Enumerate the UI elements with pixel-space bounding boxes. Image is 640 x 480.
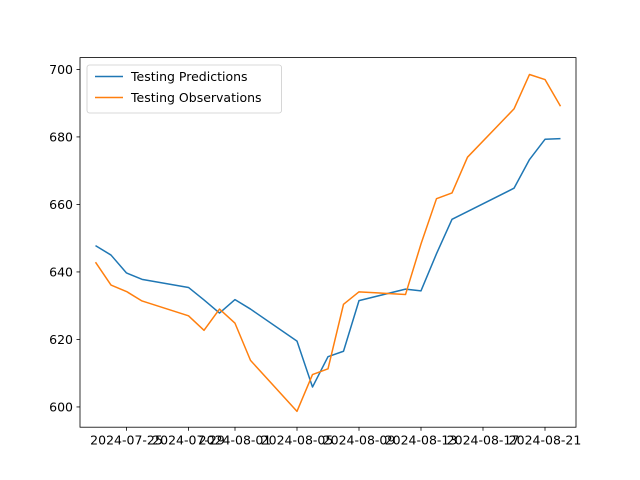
x-tick-label: 2024-08-17 [447, 433, 520, 448]
x-tick-label: 2024-08-21 [509, 433, 582, 448]
legend-label-predictions: Testing Predictions [130, 69, 248, 84]
x-tick-label: 2024-07-29 [152, 433, 225, 448]
plot-frame [79, 57, 577, 428]
series-layer [94, 73, 562, 413]
legend-label-observations: Testing Observations [130, 90, 262, 105]
x-tick-label: 2024-08-13 [385, 433, 458, 448]
x-tick-label: 2024-08-01 [199, 433, 272, 448]
series-line-testing-observations [94, 73, 562, 413]
x-tick-label: 2024-08-05 [261, 433, 334, 448]
y-tick-label: 640 [49, 264, 73, 279]
y-tick-label: 620 [49, 332, 73, 347]
legend: Testing Predictions Testing Observations [86, 64, 282, 114]
y-tick-label: 600 [49, 399, 73, 414]
y-tick-label: 700 [49, 62, 73, 77]
y-axis: 600 620 640 660 680 700 [49, 62, 80, 414]
y-tick-label: 660 [49, 197, 73, 212]
x-axis: 2024-07-252024-07-292024-08-012024-08-05… [90, 427, 581, 448]
x-tick-label: 2024-07-25 [90, 433, 163, 448]
y-tick-label: 680 [49, 129, 73, 144]
legend-box [86, 64, 282, 114]
series-line-testing-predictions [95, 137, 561, 388]
x-tick-label: 2024-08-09 [323, 433, 396, 448]
